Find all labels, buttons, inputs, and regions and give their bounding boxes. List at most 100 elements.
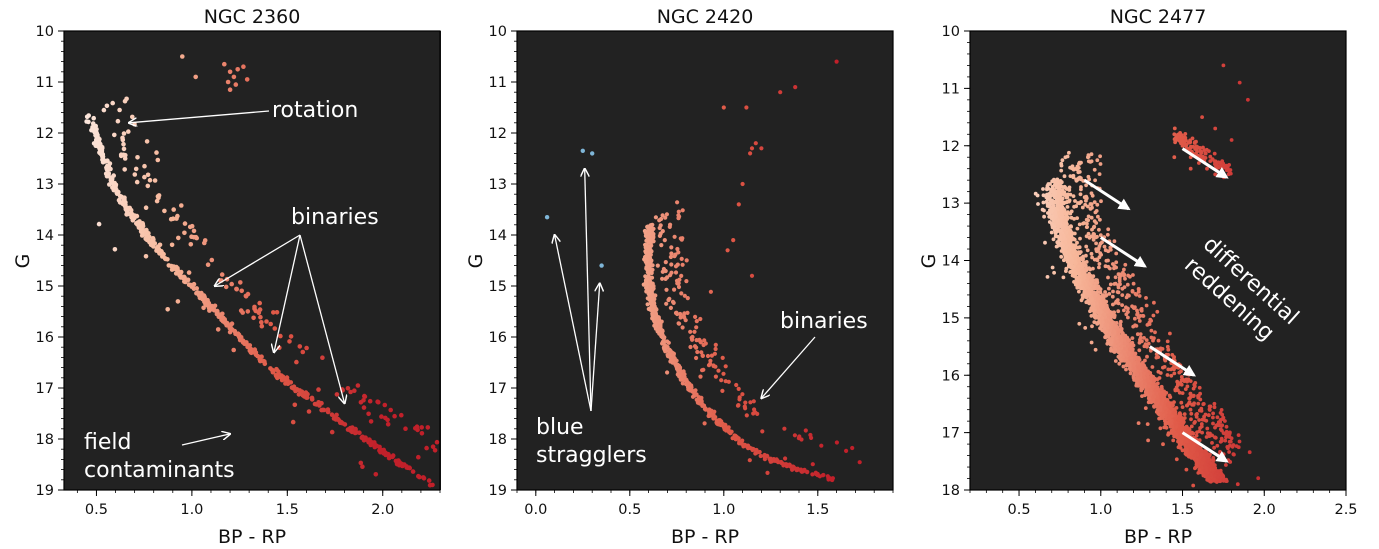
star-point [1132, 361, 1137, 366]
star-point [306, 409, 312, 414]
star-point [654, 324, 659, 329]
star-point [150, 242, 156, 248]
star-point [1086, 231, 1091, 236]
star-point [126, 129, 131, 134]
star-point [1194, 412, 1199, 417]
star-point [191, 228, 197, 234]
star-point [662, 347, 667, 352]
star-point [743, 406, 748, 411]
star-point [1236, 433, 1241, 437]
star-point [122, 98, 128, 104]
star-point [744, 105, 749, 110]
star-point [740, 392, 745, 397]
star-point [274, 310, 280, 315]
star-point [334, 412, 339, 418]
star-point [850, 445, 855, 451]
star-point [1203, 412, 1208, 417]
star-point [1099, 324, 1104, 328]
star-point [188, 242, 194, 247]
star-point [366, 411, 371, 417]
star-point [1179, 382, 1184, 387]
star-point [1223, 419, 1227, 423]
star-point [655, 263, 660, 268]
star-point [1108, 315, 1113, 320]
star-point [1103, 335, 1108, 340]
star-point [240, 338, 246, 344]
star-point [121, 152, 126, 158]
star-point [1212, 477, 1216, 482]
star-point [1109, 338, 1113, 342]
star-point [329, 429, 335, 435]
star-point [368, 419, 374, 424]
star-point [1105, 341, 1110, 346]
star-point [641, 282, 646, 287]
star-point [258, 314, 263, 320]
star-point [1193, 381, 1198, 385]
star-point [1197, 467, 1202, 472]
star-point [145, 235, 151, 241]
star-point [1237, 439, 1242, 444]
star-point [660, 276, 665, 281]
star-point [1087, 235, 1092, 240]
star-point [1137, 294, 1142, 298]
star-point [1054, 227, 1059, 232]
star-point [144, 139, 150, 144]
star-point [678, 311, 683, 317]
star-point [160, 254, 165, 259]
star-point [723, 379, 728, 384]
star-point [716, 368, 721, 373]
star-point [1167, 393, 1172, 398]
star-point [1087, 266, 1091, 270]
star-point [677, 277, 682, 282]
y-tick-label: 10 [36, 24, 54, 40]
y-tick-label: 10 [489, 24, 507, 40]
star-point [644, 282, 649, 287]
star-point [672, 254, 677, 259]
star-point [1130, 336, 1135, 340]
star-point [1113, 324, 1117, 329]
star-point [360, 464, 365, 470]
star-point [685, 296, 690, 301]
y-tick-label: 13 [489, 177, 507, 193]
star-point [1143, 358, 1147, 363]
star-point [1086, 218, 1090, 223]
star-point [1149, 400, 1154, 405]
star-point [646, 289, 651, 294]
annotation-arrow [215, 234, 301, 286]
star-point [719, 378, 724, 383]
star-point [304, 345, 309, 351]
star-point [681, 369, 686, 374]
star-point [733, 437, 738, 442]
star-point [675, 200, 680, 205]
star-point [705, 353, 711, 359]
star-point [666, 340, 671, 345]
star-point [778, 90, 783, 95]
star-point [1040, 207, 1045, 212]
star-point [721, 371, 726, 376]
star-point [231, 347, 236, 353]
star-point [1116, 342, 1121, 347]
star-point [121, 131, 127, 136]
star-point [675, 262, 680, 267]
annotation-arrow [274, 234, 301, 352]
star-point [708, 289, 713, 294]
star-point [1098, 233, 1103, 238]
star-point [820, 473, 825, 478]
star-point [665, 370, 670, 375]
star-point [1091, 266, 1095, 271]
star-point [703, 341, 708, 346]
star-point [1155, 401, 1160, 405]
star-point [1145, 372, 1150, 377]
star-point [259, 323, 265, 329]
plot-area [970, 31, 1346, 490]
star-point [647, 239, 652, 244]
y-tick-label: 15 [36, 279, 54, 295]
star-point [713, 374, 718, 379]
star-point [760, 429, 765, 434]
star-point [1053, 231, 1058, 236]
star-point [1208, 479, 1213, 484]
star-point [702, 406, 707, 412]
star-point [1106, 319, 1111, 324]
star-point [749, 146, 755, 151]
